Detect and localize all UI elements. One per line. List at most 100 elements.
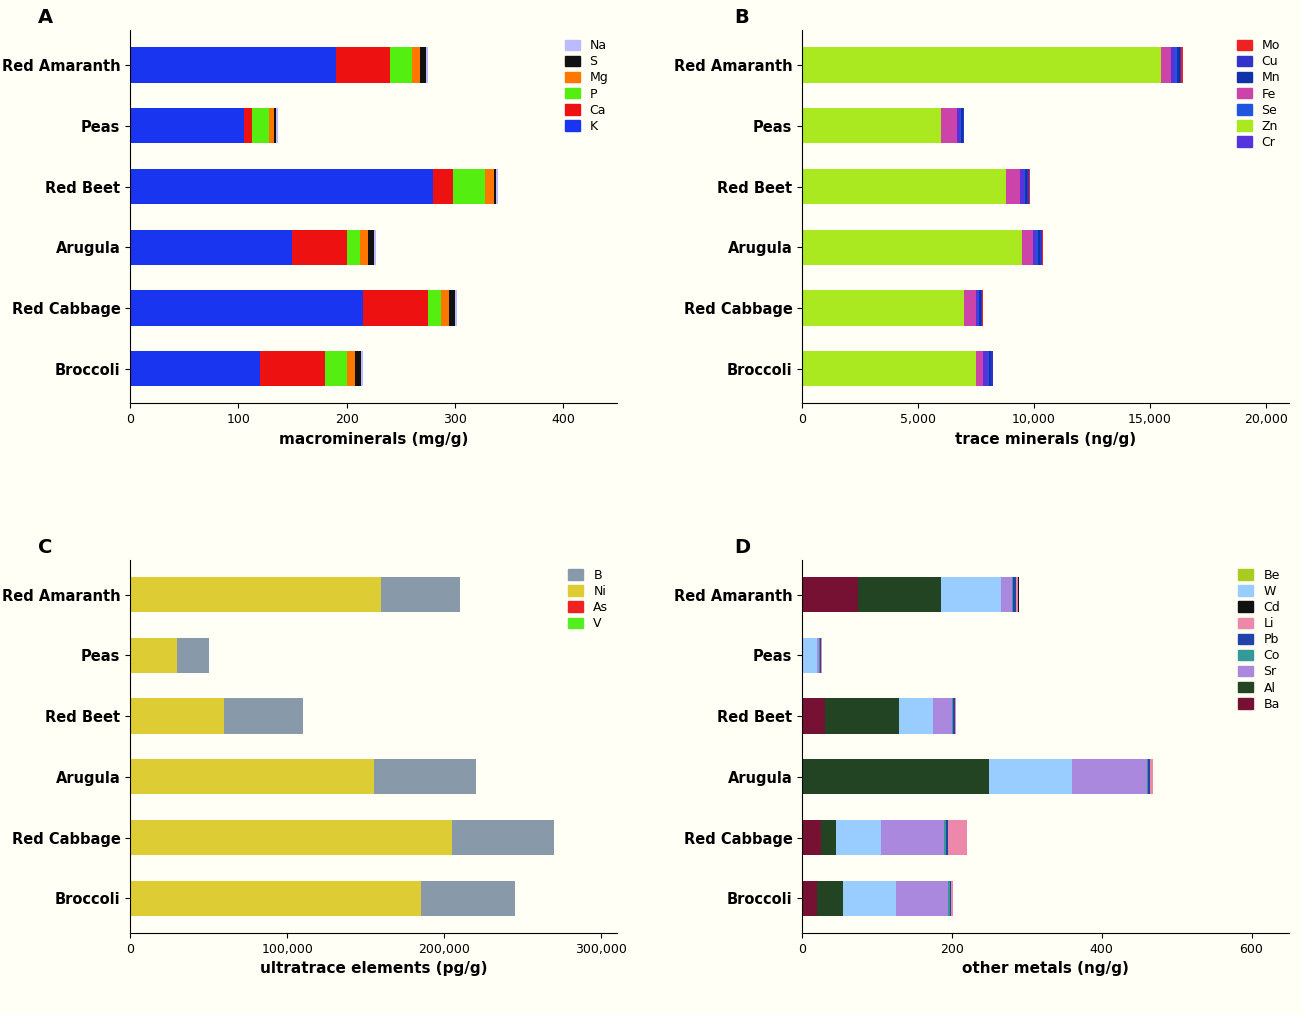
X-axis label: ultratrace elements (pg/g): ultratrace elements (pg/g) xyxy=(260,961,487,976)
Bar xyxy=(1072,759,1147,794)
Bar xyxy=(293,229,346,265)
Bar xyxy=(434,169,453,204)
Bar xyxy=(346,351,355,386)
Bar xyxy=(802,820,820,855)
X-axis label: trace minerals (ng/g): trace minerals (ng/g) xyxy=(954,432,1137,446)
Legend: Na, S, Mg, P, Ca, K: Na, S, Mg, P, Ca, K xyxy=(562,37,611,135)
Bar xyxy=(944,820,947,855)
Bar xyxy=(988,351,990,386)
Bar xyxy=(836,820,880,855)
Bar xyxy=(948,820,967,855)
Legend: Mo, Cu, Mn, Fe, Se, Zn, Cr: Mo, Cu, Mn, Fe, Se, Zn, Cr xyxy=(1234,37,1282,151)
Bar xyxy=(952,699,953,734)
Bar xyxy=(421,48,426,82)
Bar xyxy=(452,820,555,855)
Legend: Be, W, Cd, Li, Pb, Co, Sr, Al, Ba: Be, W, Cd, Li, Pb, Co, Sr, Al, Ba xyxy=(1236,566,1282,713)
Bar xyxy=(374,759,475,794)
Text: D: D xyxy=(734,537,750,557)
Bar xyxy=(1176,48,1177,82)
Bar xyxy=(130,759,374,794)
Bar xyxy=(1147,759,1148,794)
Bar xyxy=(363,290,428,325)
Bar xyxy=(253,108,268,143)
Text: B: B xyxy=(734,8,749,27)
Bar xyxy=(381,577,460,612)
Bar xyxy=(130,48,336,82)
Bar xyxy=(976,351,983,386)
Bar xyxy=(802,577,858,612)
Bar xyxy=(953,699,954,734)
Bar xyxy=(453,169,486,204)
Bar xyxy=(493,169,496,204)
Bar xyxy=(486,169,493,204)
Bar xyxy=(820,820,836,855)
Bar xyxy=(1001,577,1012,612)
X-axis label: other metals (ng/g): other metals (ng/g) xyxy=(962,961,1129,976)
Bar xyxy=(818,881,844,916)
Bar xyxy=(1170,48,1176,82)
Bar xyxy=(952,881,953,916)
Bar xyxy=(957,108,960,143)
Bar xyxy=(389,48,411,82)
Bar xyxy=(130,577,381,612)
Bar xyxy=(1022,229,1032,265)
Bar xyxy=(954,699,957,734)
Bar xyxy=(991,351,992,386)
Bar xyxy=(900,699,934,734)
Bar xyxy=(1040,229,1043,265)
Bar xyxy=(359,229,368,265)
Bar xyxy=(130,638,177,673)
Bar xyxy=(990,759,1072,794)
Bar xyxy=(374,229,376,265)
Bar xyxy=(326,351,346,386)
Bar xyxy=(1161,48,1170,82)
Bar xyxy=(1027,169,1029,204)
Bar xyxy=(411,48,421,82)
Bar xyxy=(824,699,900,734)
Bar xyxy=(1038,229,1040,265)
Bar xyxy=(1032,229,1036,265)
Bar xyxy=(275,108,276,143)
Bar xyxy=(802,881,818,916)
Bar xyxy=(1013,577,1016,612)
Bar xyxy=(1012,577,1013,612)
Bar xyxy=(426,48,428,82)
Bar xyxy=(802,759,990,794)
Bar xyxy=(802,638,818,673)
Bar xyxy=(934,699,952,734)
Bar xyxy=(496,169,499,204)
Bar xyxy=(940,577,1001,612)
Bar xyxy=(368,229,374,265)
Bar xyxy=(941,108,957,143)
Bar xyxy=(802,229,1022,265)
Bar xyxy=(130,699,224,734)
Bar xyxy=(1148,759,1151,794)
Bar xyxy=(260,351,326,386)
Bar xyxy=(983,351,988,386)
Bar xyxy=(1023,169,1025,204)
Bar xyxy=(1006,169,1019,204)
Bar xyxy=(336,48,389,82)
Bar xyxy=(1180,48,1181,82)
Bar xyxy=(276,108,279,143)
Bar xyxy=(976,290,978,325)
Bar xyxy=(449,290,454,325)
Bar xyxy=(268,108,275,143)
Bar xyxy=(346,229,359,265)
Text: A: A xyxy=(38,8,53,27)
Bar xyxy=(880,820,944,855)
Bar xyxy=(130,229,293,265)
Bar xyxy=(361,351,363,386)
Bar xyxy=(818,638,819,673)
X-axis label: macrominerals (mg/g): macrominerals (mg/g) xyxy=(279,432,469,446)
Bar xyxy=(990,351,991,386)
Bar xyxy=(355,351,361,386)
Bar xyxy=(421,881,516,916)
Bar xyxy=(896,881,948,916)
Bar xyxy=(948,881,949,916)
Bar xyxy=(947,820,948,855)
Bar xyxy=(961,108,962,143)
Bar xyxy=(858,577,940,612)
Bar xyxy=(802,108,941,143)
Bar xyxy=(454,290,457,325)
